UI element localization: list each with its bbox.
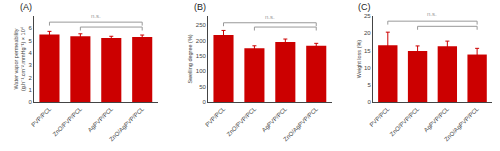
- svg-text:PVP/PCL: PVP/PCL: [204, 105, 227, 128]
- svg-text:0: 0: [202, 99, 206, 105]
- svg-text:ZnO/AgPVP/PCL: ZnO/AgPVP/PCL: [108, 105, 145, 142]
- svg-text:10: 10: [364, 65, 371, 71]
- svg-text:Weight loss (%): Weight loss (%): [356, 40, 362, 79]
- svg-text:250: 250: [196, 22, 207, 28]
- svg-text:PVP/PCL: PVP/PCL: [368, 105, 391, 128]
- svg-text:100: 100: [196, 68, 207, 74]
- svg-text:(B): (B): [194, 2, 206, 12]
- svg-text:ZnO/AgPVP/PCL: ZnO/AgPVP/PCL: [443, 105, 480, 142]
- svg-text:6: 6: [28, 25, 32, 31]
- svg-text:5: 5: [367, 82, 371, 88]
- svg-text:15: 15: [364, 48, 371, 54]
- svg-text:ZnO/PVP/PCL: ZnO/PVP/PCL: [389, 105, 421, 137]
- svg-text:4: 4: [28, 50, 32, 56]
- svg-text:AgPVP/PCL: AgPVP/PCL: [423, 105, 451, 133]
- svg-text:50: 50: [199, 84, 206, 90]
- svg-text:1: 1: [28, 87, 32, 93]
- svg-text:150: 150: [196, 53, 207, 59]
- svg-text:n.s.: n.s.: [265, 14, 275, 20]
- svg-text:ZnO/PVP/PCL: ZnO/PVP/PCL: [52, 105, 84, 137]
- svg-text:200: 200: [196, 38, 207, 44]
- svg-text:3: 3: [28, 62, 32, 68]
- svg-text:20: 20: [364, 30, 371, 36]
- svg-text:ZnO/PVP/PCL: ZnO/PVP/PCL: [226, 105, 258, 137]
- svg-text:(A): (A): [20, 2, 32, 12]
- svg-text:0: 0: [367, 99, 371, 105]
- svg-text:AgPVP/PCL: AgPVP/PCL: [261, 105, 289, 133]
- svg-text:PVP/PCL: PVP/PCL: [30, 105, 53, 128]
- svg-text:n.s.: n.s.: [91, 13, 101, 19]
- svg-text:5: 5: [28, 38, 32, 44]
- svg-text:Water vapor permeability(g.h⁻¹: Water vapor permeability(g.h⁻¹.cm⁻².mmHg…: [13, 26, 26, 91]
- svg-text:0: 0: [28, 99, 32, 105]
- svg-text:(C): (C): [358, 2, 371, 12]
- svg-text:n.s.: n.s.: [427, 11, 437, 17]
- svg-text:2: 2: [28, 75, 32, 81]
- svg-text:Swelling degree (%): Swelling degree (%): [187, 34, 193, 83]
- svg-text:25: 25: [364, 13, 371, 19]
- svg-text:AgPVP/PCL: AgPVP/PCL: [87, 105, 115, 133]
- svg-text:ZnO/AgPVP/PCL: ZnO/AgPVP/PCL: [282, 105, 319, 142]
